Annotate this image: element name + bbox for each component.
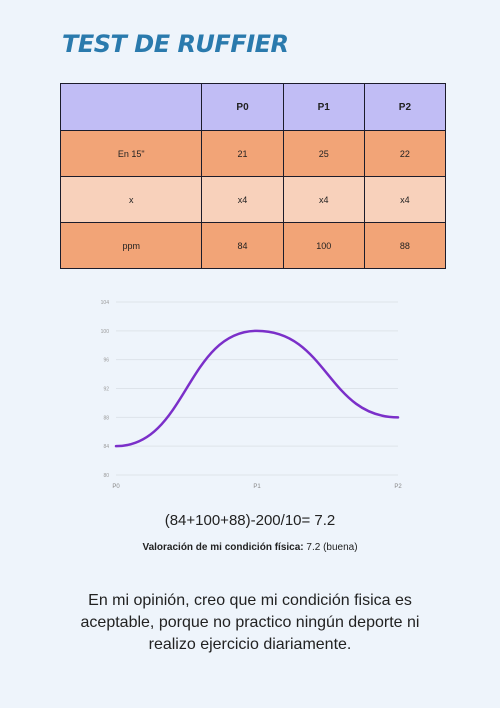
x-tick-label: P1 [253,484,261,490]
table-cell: 84 [201,222,284,269]
table-cell: x4 [201,176,284,223]
table-row: En 15" 21 25 22 [59,130,447,177]
table-cell: ppm [59,222,203,269]
table-cell: 25 [282,130,365,177]
valoracion-value: 7.2 (buena) [306,542,358,553]
ruffier-formula: (84+100+88)-200/10= 7.2 [164,512,336,529]
series-line [114,329,400,448]
table-cell: En 15" [59,130,203,177]
x-tick-label: P0 [112,484,120,490]
x-tick-label: P2 [394,484,402,490]
table-header-row: P0 P1 P2 [59,83,447,131]
table-cell: 22 [363,130,447,177]
header-cell: P0 [201,83,284,131]
y-tick-label: 104 [101,300,110,306]
table-cell: 21 [201,130,284,177]
valoracion-label: Valoración de mi condición física: [142,542,304,553]
table-cell: x4 [363,176,447,223]
y-tick-label: 100 [101,329,110,335]
table-cell: 100 [282,222,365,269]
ruffier-table: P0 P1 P2 En 15" 21 25 22 x x4 x4 x4 ppm … [59,83,447,269]
ppm-line-chart: 80 84 88 92 96 100 104 P0 P1 P2 [101,300,403,490]
table-row: ppm 84 100 88 [59,222,447,269]
table-cell: x4 [282,176,365,223]
header-cell: P2 [363,83,447,131]
header-cell [59,83,203,131]
table-cell: x [59,176,203,223]
header-cell: P1 [282,83,365,131]
y-tick-label: 92 [103,387,109,393]
opinion-paragraph: En mi opinión, creo que mi condición fis… [80,592,420,653]
valoracion-line: Valoración de mi condición física: 7.2 (… [0,542,500,553]
y-tick-label: 80 [103,473,109,479]
y-tick-label: 84 [103,444,109,450]
y-tick-label: 88 [103,415,109,421]
table-cell: 88 [363,222,447,269]
y-tick-label: 96 [103,358,109,364]
table-row: x x4 x4 x4 [59,176,447,223]
page-title: TEST DE RUFFIER [62,30,289,58]
